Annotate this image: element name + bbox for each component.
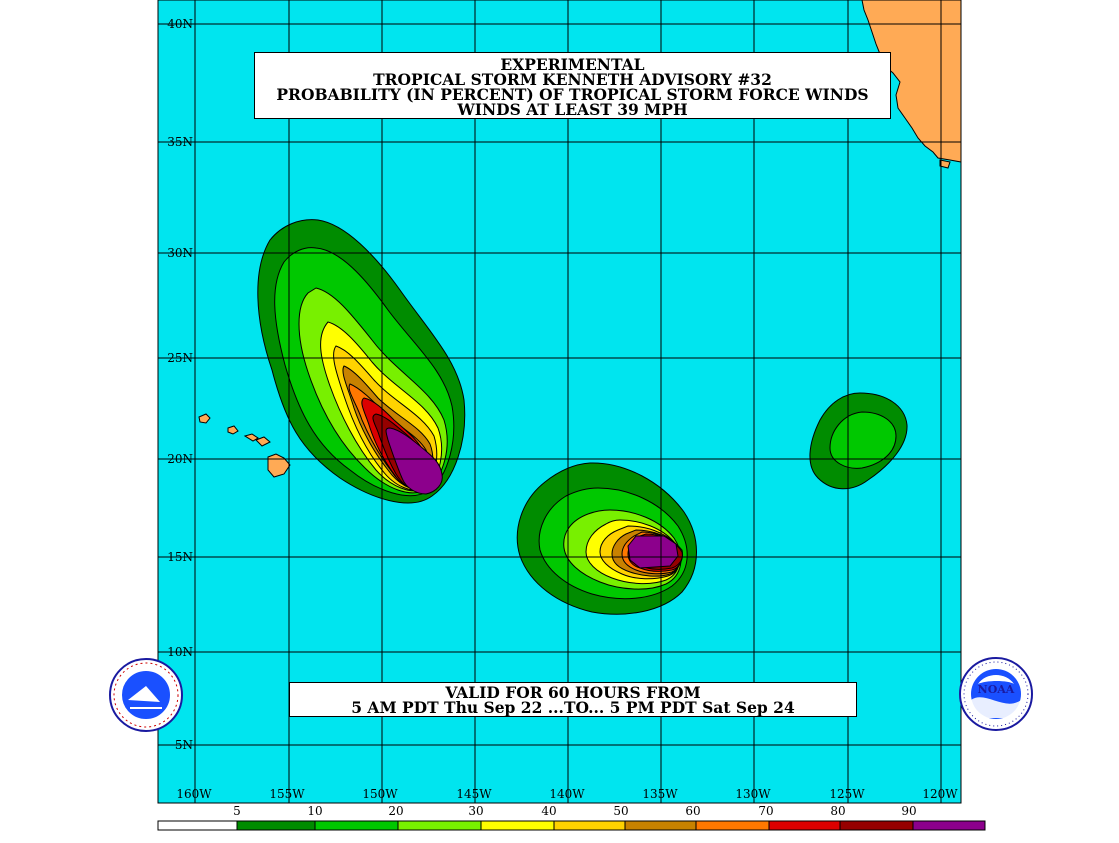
- title-line: WINDS AT LEAST 39 MPH: [457, 100, 688, 119]
- title-line: PROBABILITY (IN PERCENT) OF TROPICAL STO…: [276, 85, 869, 104]
- lon-label: 145W: [456, 787, 492, 801]
- noaa-label: NOAA: [978, 683, 1015, 696]
- lat-label: 20N: [167, 452, 193, 466]
- longitude-labels: 160W 155W 150W 145W 140W 135W 130W 125W …: [176, 787, 958, 801]
- legend-label: 40: [541, 804, 556, 818]
- lon-label: 160W: [176, 787, 212, 801]
- legend-swatch: [397, 820, 482, 831]
- land-california: [861, 0, 962, 163]
- legend-label: 80: [830, 804, 845, 818]
- valid-period-box: VALID FOR 60 HOURS FROM 5 AM PDT Thu Sep…: [289, 682, 857, 717]
- storm-kenneth-contours: [257, 219, 466, 504]
- lat-label: 25N: [167, 351, 193, 365]
- color-legend: 5 10 20 30 40 50 60 70 80 90: [157, 804, 986, 831]
- title-line: EXPERIMENTAL: [500, 55, 645, 74]
- legend-label: 10: [307, 804, 322, 818]
- lon-label: 135W: [642, 787, 678, 801]
- legend-swatch: [839, 820, 914, 831]
- lon-label: 140W: [549, 787, 585, 801]
- legend-swatch: [157, 820, 238, 831]
- legend-label: 30: [468, 804, 483, 818]
- legend-swatch: [236, 820, 316, 831]
- latitude-labels: 40N 35N 30N 25N 20N 15N 10N 5N: [167, 17, 193, 752]
- legend-swatch: [314, 820, 399, 831]
- land-baja: [939, 159, 951, 169]
- lat-label: 35N: [167, 135, 193, 149]
- legend-label: 20: [388, 804, 403, 818]
- lat-lon-grid: [158, 0, 961, 803]
- storm-2-contours: [516, 462, 697, 615]
- legend-label: 70: [758, 804, 773, 818]
- nws-logo: [109, 658, 183, 732]
- legend-swatch: [695, 820, 770, 831]
- valid-line: VALID FOR 60 HOURS FROM: [445, 683, 701, 702]
- lon-label: 150W: [362, 787, 398, 801]
- lon-label: 125W: [829, 787, 865, 801]
- lat-label: 15N: [167, 550, 193, 564]
- lon-label: 130W: [735, 787, 771, 801]
- valid-line: 5 AM PDT Thu Sep 22 ...TO... 5 PM PDT Sa…: [351, 698, 795, 717]
- legend-swatch: [553, 820, 626, 831]
- title-box: EXPERIMENTAL TROPICAL STORM KENNETH ADVI…: [254, 52, 891, 119]
- legend-swatch: [912, 820, 986, 831]
- legend-label: 90: [901, 804, 916, 818]
- lon-label: 120W: [922, 787, 958, 801]
- legend-label: 60: [685, 804, 700, 818]
- storm-3-contours: [809, 392, 908, 490]
- lon-label: 155W: [269, 787, 305, 801]
- legend-swatch: [768, 820, 841, 831]
- lat-label: 40N: [167, 17, 193, 31]
- noaa-logo: NOAA: [959, 657, 1033, 731]
- lat-label: 30N: [167, 246, 193, 260]
- title-line: TROPICAL STORM KENNETH ADVISORY #32: [373, 70, 772, 89]
- legend-swatch: [480, 820, 555, 831]
- legend-label: 50: [613, 804, 628, 818]
- lat-label: 5N: [175, 738, 193, 752]
- legend-swatch: [624, 820, 697, 831]
- hawaii-islands: [198, 413, 291, 478]
- lat-label: 10N: [167, 645, 193, 659]
- legend-label: 5: [233, 804, 241, 818]
